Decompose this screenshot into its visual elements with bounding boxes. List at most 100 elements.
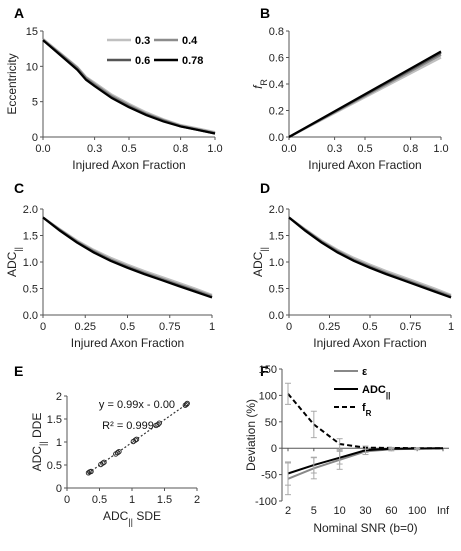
y-tick-label: 2.0 xyxy=(269,204,284,216)
x-tick-label: 0 xyxy=(64,494,70,506)
y-tick-label: 100 xyxy=(259,390,277,402)
y-tick-label: 1.0 xyxy=(269,257,284,269)
legend-label-text: ADC xyxy=(362,384,386,396)
x-tick-label: Inf xyxy=(437,505,450,517)
x-tick-label: 0.5 xyxy=(362,321,377,333)
data-point xyxy=(88,468,94,475)
x-tick-label: 0.0 xyxy=(35,143,50,155)
panel-c: C 0.0 0.5 1.0 1.5 2.0 0 0.25 0.5 0.75 1 Injured Axo… xyxy=(5,180,215,350)
r-squared: R² = 0.999 xyxy=(102,420,154,432)
panel-label: D xyxy=(260,180,270,196)
data-point xyxy=(101,459,107,465)
data-point xyxy=(132,437,138,443)
y-tick-label: 50 xyxy=(265,417,277,429)
data-point xyxy=(155,421,161,428)
y-tick-label: 0.5 xyxy=(23,284,38,296)
series-line-0.4 xyxy=(42,216,213,297)
y-axis-label-text: ADC xyxy=(5,251,19,277)
y-axis-label-text: Eccentricity xyxy=(5,53,19,114)
data-point xyxy=(115,449,121,456)
x-tick-label: 0.5 xyxy=(92,494,107,506)
x-axis-label: ADC|| SDE xyxy=(103,509,161,527)
x-tick-label: 1.5 xyxy=(157,494,172,506)
data-point xyxy=(156,420,162,426)
y-axis-label-text: Deviation (%) xyxy=(244,399,258,471)
y-tick-label: 0.5 xyxy=(269,284,284,296)
y-tick-label: 0.4 xyxy=(269,79,284,91)
x-tick-label: 1 xyxy=(129,494,135,506)
series-line-0.3 xyxy=(42,216,213,296)
x-tick-label: 0.75 xyxy=(159,321,180,333)
x-tick-label: 0.5 xyxy=(121,143,136,155)
y-tick-label: 10 xyxy=(26,61,38,73)
y-tick-label: 0.0 xyxy=(269,310,284,322)
legend-label-subscript: R xyxy=(366,409,372,418)
x-tick-label: 0.5 xyxy=(120,321,135,333)
x-axis-label: Injured Axon Fraction xyxy=(308,158,421,172)
x-tick-label: 2 xyxy=(194,494,200,506)
x-tick-label: 5 xyxy=(311,505,317,517)
x-tick-label: 1 xyxy=(209,321,215,333)
y-tick-label: 1.5 xyxy=(47,414,62,426)
y-axis-label-text: ADC xyxy=(251,251,265,277)
fit-equation: y = 0.99x - 0.00 xyxy=(99,399,175,411)
y-tick-label: 150 xyxy=(259,364,277,376)
series-line-0.78 xyxy=(42,216,213,299)
y-tick-label: 0.8 xyxy=(269,26,284,38)
y-tick-label: -100 xyxy=(255,496,277,508)
y-axis-label: ADC|| xyxy=(5,247,23,277)
x-axis-label-text: ADC xyxy=(103,509,129,523)
data-point xyxy=(100,460,106,466)
trend-line xyxy=(88,403,187,474)
x-tick-label: 10 xyxy=(334,505,346,517)
x-tick-label: 0 xyxy=(40,321,46,333)
series-line-0.78 xyxy=(288,216,452,299)
legend-label: ADC|| xyxy=(362,384,390,400)
y-tick-label: 0 xyxy=(56,483,62,495)
y-tick-label: 15 xyxy=(26,26,38,38)
x-axis-label: Injured Axon Fraction xyxy=(72,158,185,172)
x-tick-label: 0.25 xyxy=(319,321,340,333)
x-axis-label: Nominal SNR (b=0) xyxy=(313,521,417,535)
x-axis-label-subscript: || xyxy=(128,517,133,527)
y-axis-label-subscript: R xyxy=(259,79,269,86)
panel-b: B 0.0 0.2 0.4 0.6 0.8 0.0 0.3 0.5 0.8 1.0 Injured A… xyxy=(251,5,449,172)
y-tick-label: 0.6 xyxy=(269,53,284,65)
panel-d: D 0.0 0.5 1.0 1.5 2.0 0 0.25 0.5 0.75 1 Injured Axo… xyxy=(251,180,454,350)
data-point xyxy=(116,449,122,455)
y-tick-label: -50 xyxy=(261,470,277,482)
series-line-0.3 xyxy=(42,37,216,134)
x-tick-label: 1 xyxy=(448,321,454,333)
x-tick-label: 0.8 xyxy=(173,143,188,155)
x-axis-label: Injured Axon Fraction xyxy=(313,336,426,350)
x-tick-label: 0.75 xyxy=(400,321,421,333)
legend-label: 0.4 xyxy=(182,35,198,47)
series-line-0.3 xyxy=(288,216,452,296)
x-tick-label: 30 xyxy=(359,505,371,517)
panel-label: B xyxy=(260,5,270,21)
legend-label: fR xyxy=(362,402,372,418)
legend-label-text: ε xyxy=(362,366,368,378)
y-tick-label: 0 xyxy=(32,132,38,144)
x-tick-label: 0.8 xyxy=(403,143,418,155)
y-axis-label: Eccentricity xyxy=(5,53,19,114)
panel-f: F -100 -50 0 50 100 150 2 5 10 30 60 100 Inf Nominal S… xyxy=(244,363,450,535)
y-axis-label-text: f xyxy=(251,84,265,89)
x-axis-label-suffix: SDE xyxy=(133,509,161,523)
x-tick-label: 0.3 xyxy=(327,143,342,155)
x-tick-label: 0.5 xyxy=(357,143,372,155)
y-axis-label-subscript: || xyxy=(38,441,48,446)
legend-label-text: f xyxy=(362,402,366,414)
x-tick-label: 1.0 xyxy=(207,143,222,155)
legend-label-subscript: || xyxy=(386,391,390,400)
series-line-0.78 xyxy=(42,39,216,135)
y-axis-label-subscript: || xyxy=(259,247,269,252)
y-tick-label: 0.5 xyxy=(47,460,62,472)
y-tick-label: 0.2 xyxy=(269,106,284,118)
y-tick-label: 1.5 xyxy=(23,231,38,243)
y-tick-label: 0.0 xyxy=(23,310,38,322)
panel-label: E xyxy=(14,363,23,379)
y-axis-label-subscript: || xyxy=(13,247,23,252)
